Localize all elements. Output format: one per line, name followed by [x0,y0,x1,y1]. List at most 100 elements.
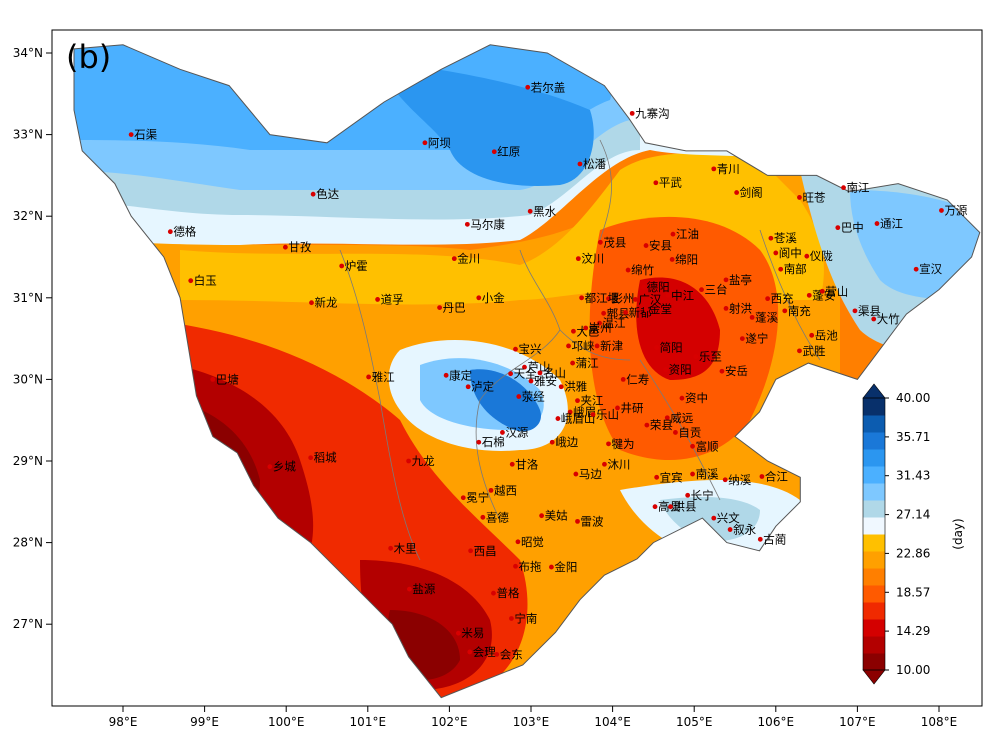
city-label: 邛崃 [572,339,595,353]
city-marker: 金堂 [643,302,672,316]
city-marker: 遂宁 [739,332,768,346]
city-label: 通江 [880,217,903,231]
city-marker: 绵阳 [669,252,698,266]
city-marker: 犍为 [606,437,635,451]
city-dot [406,458,411,464]
city-label: 万源 [944,203,967,217]
city-dot [641,284,647,290]
city-label: 马尔康 [470,217,505,231]
city-label: 木里 [394,541,417,555]
city-label: 资阳 [669,363,692,377]
city-marker: 武胜 [797,344,826,358]
city-dot [500,430,505,435]
city-dot [575,518,580,524]
city-dot [768,235,774,241]
colorbar-segment [863,619,885,637]
city-dot [537,370,543,376]
city-dot [668,504,673,510]
city-dot [679,395,685,401]
city-marker: 天全 [508,367,537,381]
city-marker: 米易 [455,626,484,640]
city-dot [654,345,660,350]
city-label: 西充 [771,292,794,306]
city-marker: 稻城 [308,451,337,465]
city-label: 巴塘 [216,372,239,386]
city-marker: 阆中 [773,246,802,260]
city-marker: 布拖 [513,559,542,573]
city-dot [690,471,695,477]
city-label: 阆中 [779,246,802,260]
city-label: 宜宾 [660,470,683,484]
city-label: 甘洛 [515,457,538,471]
city-label: 长宁 [691,488,714,502]
city-dot [663,367,669,373]
city-marker: 盐亭 [723,273,752,287]
city-marker: 岳池 [809,328,838,342]
lat-tick-label: 33°N [13,128,43,142]
city-dot [711,166,717,172]
city-dot [467,649,473,655]
city-dot [339,263,345,269]
city-dot [513,563,518,569]
city-marker: 绵竹 [625,263,655,277]
city-label: 安岳 [725,364,748,378]
city-dot [468,548,474,554]
city-marker: 长宁 [685,488,714,502]
city-dot [644,422,650,428]
city-dot [711,515,717,521]
city-marker: 江油 [670,227,699,241]
contour-cool-4 [380,60,594,186]
city-marker: 资中 [679,391,708,405]
city-label: 犍为 [612,437,635,451]
lon-tick-label: 104°E [594,715,631,729]
city-marker: 会理 [467,645,496,659]
city-marker: 南部 [778,262,807,276]
city-label: 荣县 [650,418,673,432]
city-dot [797,195,802,200]
city-dot [579,295,584,301]
city-label: 旺苍 [802,190,825,204]
city-marker: 平武 [653,176,682,190]
city-marker: 冕宁 [460,491,489,505]
city-label: 石棉 [482,435,505,449]
city-marker: 汶川 [575,252,604,266]
city-label: 自贡 [678,425,701,439]
city-label: 崇州 [589,321,612,335]
city-marker: 峨边 [549,435,579,449]
city-marker: 蓬溪 [749,310,779,324]
city-label: 遂宁 [745,332,768,346]
city-marker: 中江 [665,288,695,302]
city-label: 简阳 [660,341,683,355]
city-dot [685,492,691,498]
city-marker: 南江 [841,181,870,195]
lon-tick-label: 106°E [758,715,795,729]
city-label: 若尔盖 [531,80,566,94]
city-marker: 威远 [664,411,694,425]
city-label: 蓬溪 [755,310,778,324]
city-label: 汉源 [505,425,528,439]
city-dot [606,296,611,302]
city-marker: 大邑 [571,324,599,338]
city-marker: 金阳 [549,560,577,574]
city-label: 美姑 [545,509,568,523]
city-dot [577,161,583,167]
city-dot [597,320,602,326]
city-label: 南江 [847,181,870,195]
city-label: 米易 [461,626,484,640]
colorbar-frame [862,397,886,671]
city-marker: 昭觉 [515,535,544,549]
city-label: 乐山 [596,407,619,421]
city-dot [515,539,521,545]
city-marker: 安岳 [719,364,748,378]
city-label: 苍溪 [774,231,797,245]
city-marker: 炉霍 [339,259,368,273]
city-label: 金堂 [649,302,672,316]
colorbar-segment [863,568,885,586]
city-dot [633,297,638,302]
city-marker: 资阳 [663,363,692,377]
city-dot [852,308,858,314]
contour-cold-pocket-inner [470,369,541,432]
lon-tick-label: 100°E [268,715,305,729]
city-label: 名山 [543,366,566,380]
city-label: 阿坝 [428,136,451,150]
